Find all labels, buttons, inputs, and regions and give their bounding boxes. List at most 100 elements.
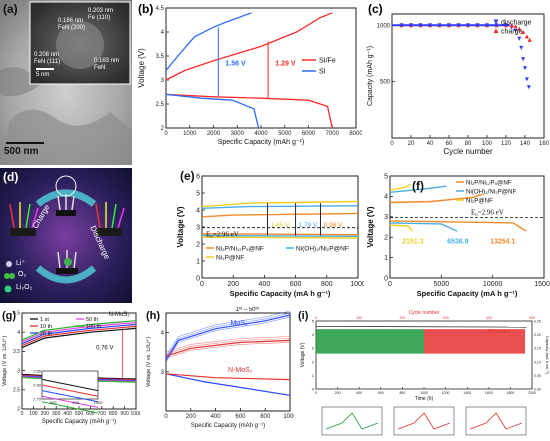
electrode-right — [95, 202, 125, 236]
y-tick-label: 3.5 — [13, 349, 20, 355]
discharge-arrow — [35, 265, 97, 284]
x-tick-label: 600 — [290, 281, 302, 288]
data-point-charge — [517, 26, 522, 31]
x-tick-label: 60 — [446, 141, 453, 147]
series-line-charge — [201, 212, 359, 218]
panel-label-b: (b) — [138, 2, 154, 16]
data-point-discharge — [523, 66, 527, 71]
cycles-label: 1ˢᵗ – 50ᵗʰ — [235, 307, 259, 313]
top-x-tick-label: 400 — [486, 316, 492, 320]
series-line-cycle — [165, 338, 291, 355]
y-tick-label: 4 — [161, 30, 165, 36]
capacity-label: 6536.9 — [447, 238, 469, 245]
tem-image — [0, 0, 132, 165]
x-tick-label: 700 — [98, 411, 107, 417]
y-axis-label: Voltage (V) — [366, 206, 375, 248]
x-tick-label: 400 — [356, 391, 362, 395]
legend-o2: O₂ — [18, 271, 27, 278]
x-tick-label: 600 — [235, 414, 246, 420]
x-tick-label: 0 — [164, 131, 168, 137]
voltage-band — [316, 329, 424, 354]
data-point-charge — [509, 23, 514, 28]
top-x-tick-label: 0 — [315, 316, 317, 320]
x-tick-label: 500 — [75, 411, 84, 417]
y-tick-label: 4.5 — [156, 6, 165, 12]
inset-series-line — [41, 395, 99, 408]
mini-inset-frame — [321, 406, 383, 436]
schematic-d — [0, 168, 132, 303]
top-x-tick-label: 300 — [443, 316, 449, 320]
cycles-note: 484 cycles — [487, 329, 511, 335]
data-point-discharge — [517, 36, 522, 41]
x-tick-label: 160 — [539, 141, 550, 147]
electrode-top — [55, 175, 77, 216]
series-line-discharge — [389, 224, 413, 232]
x-axis-label: Time (h) — [415, 396, 434, 402]
series-line-cycle — [165, 310, 291, 357]
mini-inset-curve — [469, 412, 523, 430]
legend-label: Ni(OH)₂/Ni₂P@NF — [296, 246, 349, 253]
y-tick-label: 5 — [312, 319, 315, 324]
y-tick-label: 4.5 — [13, 311, 20, 317]
y-tick-label: 500 — [380, 80, 391, 86]
x-tick-label: 1000 — [420, 391, 428, 395]
x-tick-label: 800 — [109, 411, 118, 417]
legend-label: 100 th — [86, 324, 101, 330]
electrode-bottom — [56, 250, 78, 274]
y-tick-label: 0 — [384, 275, 388, 282]
plot-frame — [389, 175, 545, 279]
legend-label: Ni₂P@NF — [216, 255, 244, 262]
legend-label: charge — [501, 29, 523, 36]
series-line-discharge — [165, 373, 291, 381]
tem-annotation-fe110: 0.203 nm Fe (110) — [88, 8, 114, 21]
capacity-line — [315, 326, 527, 328]
inset-series-line — [41, 384, 99, 397]
y-axis-label: Voltage (V vs. Li/Li⁺) — [1, 336, 8, 386]
y-tick-label: 1 — [312, 373, 315, 378]
data-point-discharge — [521, 57, 526, 62]
legend-label: Ni(OH)₂/Ni₂P@NF — [466, 189, 516, 196]
inset-x-tick-label: 900 — [72, 400, 79, 405]
series-line-discharge — [389, 222, 458, 232]
tem-annotation-fen: 0.163 nm FeN — [94, 58, 120, 71]
y-tick-label: 0 — [196, 275, 200, 282]
gap-label: 1.79 V — [299, 222, 318, 229]
inset-series-line — [41, 378, 99, 392]
gap-label-si: 1.56 V — [225, 61, 246, 68]
y-tick-label: 2 — [384, 235, 388, 242]
series-line-charge — [21, 327, 137, 349]
series-line-charge — [21, 322, 137, 343]
x-tick-label: 6000 — [302, 131, 316, 137]
x-tick-label: 1200 — [442, 391, 450, 395]
x-tick-label: 1400 — [463, 391, 471, 395]
x-axis-label: Specific Capacity (mAh g⁻¹) — [218, 139, 305, 146]
x-tick-label: 4000 — [254, 131, 268, 137]
panel-b: 0 1000 2000 3000 4000 5000 6000 7000 8000 2 2.5 3 3.… — [134, 0, 362, 165]
series-line-charge — [165, 339, 291, 357]
data-point-charge — [527, 37, 532, 42]
right-y-tick-label: 0.05 — [534, 374, 541, 378]
y-tick-label: 3 — [196, 224, 200, 231]
capacity-label: 13254.1 — [490, 238, 515, 245]
right-y-tick-label: 0.25 — [534, 320, 541, 324]
x-tick-label: 80 — [465, 141, 472, 147]
x-tick-label: 400 — [211, 414, 222, 420]
x-tick-label: 600 — [86, 411, 95, 417]
panel-label-e: (e) — [180, 169, 195, 183]
right-y-tick-label: 0.00 — [534, 388, 541, 392]
y-tick-label: 2.5 — [156, 102, 165, 108]
legend-marker — [493, 19, 499, 24]
y-tick-label: 2 — [196, 241, 200, 248]
legend-marker — [493, 28, 499, 33]
y-tick-label: 1000 — [377, 23, 391, 29]
x-tick-label: 3000 — [231, 131, 245, 137]
x-tick-label: 1000 — [130, 411, 140, 417]
legend-label: discharge — [501, 20, 531, 27]
series-line-cycle — [165, 312, 291, 359]
legend-label: Ni₂P/Ni₁₂P₅@NF — [216, 246, 264, 253]
top-axis-label: Cycle number — [409, 310, 440, 316]
inset-series-line — [41, 390, 99, 403]
inset-y-tick-label: 2.80 — [33, 383, 42, 388]
